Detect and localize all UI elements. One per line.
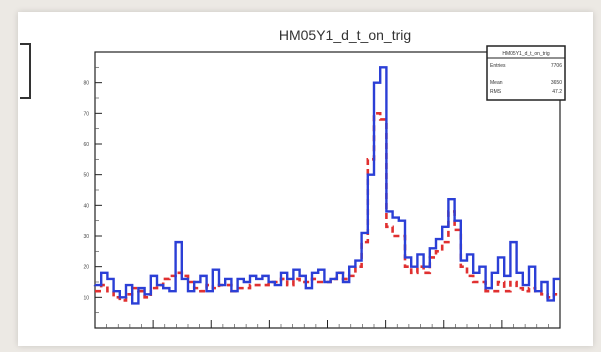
series-red-dashed-line	[95, 112, 560, 302]
stats-entries-value: 7706	[551, 63, 562, 69]
stats-box-title: HM05Y1_d_t_on_trig	[502, 51, 549, 57]
y-tick-label: 10	[83, 295, 89, 301]
adjacent-panel-bracket	[20, 43, 31, 99]
stats-rms-label: RMS	[490, 89, 502, 95]
series-layer	[93, 66, 560, 305]
y-tick-label: 70	[83, 111, 89, 117]
stats-rms-value: 47.2	[552, 89, 562, 95]
axes: 10 20 30 40 50 60 70 80	[83, 51, 561, 329]
stats-mean-value: 3650	[551, 80, 562, 86]
stats-box: HM05Y1_d_t_on_trig Entries 7706 Mean 365…	[486, 45, 566, 101]
y-tick-label: 60	[83, 142, 89, 148]
y-tick-label: 20	[83, 265, 89, 271]
series-blue-solid-line	[93, 66, 560, 305]
y-tick-label: 50	[83, 173, 89, 179]
y-tick-label: 40	[83, 203, 89, 209]
chart-title: HM05Y1_d_t_on_trig	[279, 27, 411, 43]
stats-mean-label: Mean	[490, 80, 503, 86]
y-tick-label: 30	[83, 234, 89, 240]
y-tick-label: 80	[83, 81, 89, 87]
stats-entries-label: Entries	[490, 63, 506, 69]
stats-box-frame	[486, 45, 566, 101]
